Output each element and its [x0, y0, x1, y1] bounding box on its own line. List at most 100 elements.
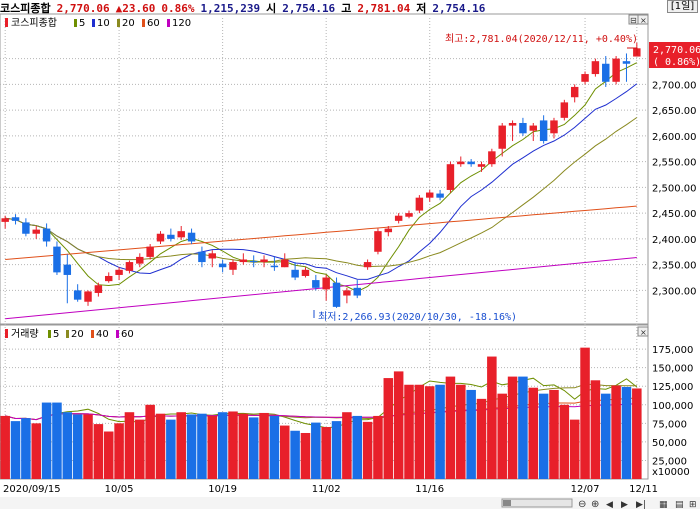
price-tick-label: 2,500.00	[652, 183, 697, 194]
legend-ma-swatch	[142, 19, 145, 27]
volume-bar	[197, 413, 207, 479]
volume-bar	[466, 389, 476, 479]
close-icon: ×	[640, 16, 647, 25]
candle-body	[167, 234, 175, 239]
legend-ma-swatch	[117, 19, 120, 27]
candle-body	[467, 161, 475, 165]
period-selector[interactable]: [1일]	[667, 0, 698, 13]
open-label: 시	[266, 2, 277, 15]
volume-legend-ma-entries: 5 20 40 60	[48, 329, 134, 340]
expand-icon[interactable]: ⊞	[689, 500, 697, 509]
scroll-end-icon[interactable]: ▶|	[636, 500, 646, 509]
max-price-pointer	[627, 47, 638, 55]
volume-legend-ma-label: 60	[121, 329, 134, 340]
volume-bar	[497, 393, 507, 479]
candle-body	[270, 265, 279, 268]
candle-body	[229, 262, 237, 270]
zoom-slider[interactable]	[501, 498, 573, 508]
zoom-out-icon[interactable]: ⊖	[578, 499, 586, 509]
candle-body	[301, 269, 310, 276]
min-price-annotation: 최저:2,266.93(2020/10/30, -18.16%)	[318, 311, 517, 323]
volume-bar	[103, 431, 114, 479]
candle-body	[146, 246, 154, 257]
candle-body	[53, 246, 61, 273]
panel-close-button[interactable]: ×	[637, 14, 649, 25]
volume-bar	[393, 371, 404, 479]
chart-toolbar: ⊖ ⊕ ◀ ▶ ▶| ▦ ▤ ⊞	[0, 497, 700, 509]
ma-20-line	[5, 117, 638, 268]
candle-body	[508, 122, 517, 126]
grid-icon[interactable]: ▦	[659, 500, 668, 509]
legend-ma-label: 120	[172, 18, 191, 29]
candle-body	[218, 263, 227, 268]
legend-title: 코스피종합	[11, 17, 57, 29]
candle-body	[32, 229, 40, 234]
candle-body	[22, 222, 30, 234]
volume-bar	[507, 376, 518, 479]
legend-ma-swatch	[92, 19, 95, 27]
volume-bar	[207, 415, 218, 479]
volume-bar	[72, 414, 83, 479]
scroll-right-icon[interactable]: ▶	[621, 500, 628, 509]
volume-panel-close-button[interactable]: ×	[637, 326, 649, 337]
legend-marker	[5, 18, 8, 27]
volume-bar	[352, 415, 363, 479]
volume-bar	[290, 430, 300, 479]
volume-bar	[342, 412, 352, 479]
volume-bar	[549, 389, 559, 479]
volume-legend-ma-label: 5	[53, 329, 59, 340]
volume-tick-label: 125,000	[652, 382, 693, 393]
volume-bar	[414, 384, 425, 479]
candle-body	[477, 164, 486, 167]
date-tick-label: 11/02	[312, 484, 341, 495]
candle-body	[560, 102, 569, 118]
moving-average-lines	[5, 62, 638, 320]
price-tick-label: 2,300.00	[652, 286, 697, 297]
candle-body	[550, 120, 558, 134]
open-value: 2,754.16	[282, 2, 336, 15]
candle-body	[488, 151, 496, 165]
price-panel-frame	[0, 13, 649, 325]
date-tick-label: 10/05	[105, 484, 134, 495]
ma-5-line	[5, 62, 638, 293]
volume-tick-label: 50,000	[652, 438, 687, 449]
candle-body	[260, 259, 268, 263]
volume-bar	[311, 422, 321, 479]
volume-unit-label: x10000	[652, 467, 690, 478]
volume-bar	[518, 376, 528, 479]
volume-bar	[83, 414, 93, 479]
candle-body	[363, 262, 372, 268]
list-icon[interactable]: ▤	[675, 500, 684, 509]
legend-ma-entries: 5 10 20 60 120	[74, 18, 191, 29]
trade-volume: 1,215,239	[200, 2, 261, 15]
candle-body	[612, 58, 620, 82]
current-price: 2,770.06	[56, 2, 110, 15]
volume-bar	[124, 412, 135, 479]
price-change: ▲23.60	[115, 2, 156, 15]
price-tick-label: 2,600.00	[652, 132, 697, 143]
legend-marker	[5, 329, 8, 338]
volume-bar	[166, 419, 176, 479]
volume-bar	[300, 432, 311, 479]
zoom-slider-thumb[interactable]	[503, 500, 511, 506]
price-legend: 코스피종합 5 10 20 60 120	[5, 17, 191, 29]
volume-bar	[456, 384, 466, 479]
volume-bar	[259, 412, 269, 479]
current-price-pct: ( 0.86%)	[653, 57, 700, 68]
zoom-in-icon[interactable]: ⊕	[591, 499, 599, 509]
volume-bar	[186, 414, 197, 479]
volume-bar	[279, 425, 290, 479]
candle-body	[581, 74, 589, 82]
ma-60-line	[5, 205, 637, 260]
volume-bar	[424, 386, 435, 479]
volume-tick-label: 175,000	[652, 345, 693, 356]
scroll-left-icon[interactable]: ◀	[606, 500, 613, 509]
ma-10-line	[5, 83, 638, 280]
volume-bar	[528, 387, 539, 479]
date-axis: 2020/09/15 10/05 10/19 11/02 11/16 12/07 12/11	[3, 484, 658, 495]
price-tick-label: 2,550.00	[652, 158, 697, 169]
price-change-pct: 0.86%	[161, 2, 195, 15]
volume-legend-title: 거래량	[11, 328, 39, 340]
volume-bar	[383, 378, 394, 479]
volume-legend-ma-swatch	[116, 330, 119, 338]
